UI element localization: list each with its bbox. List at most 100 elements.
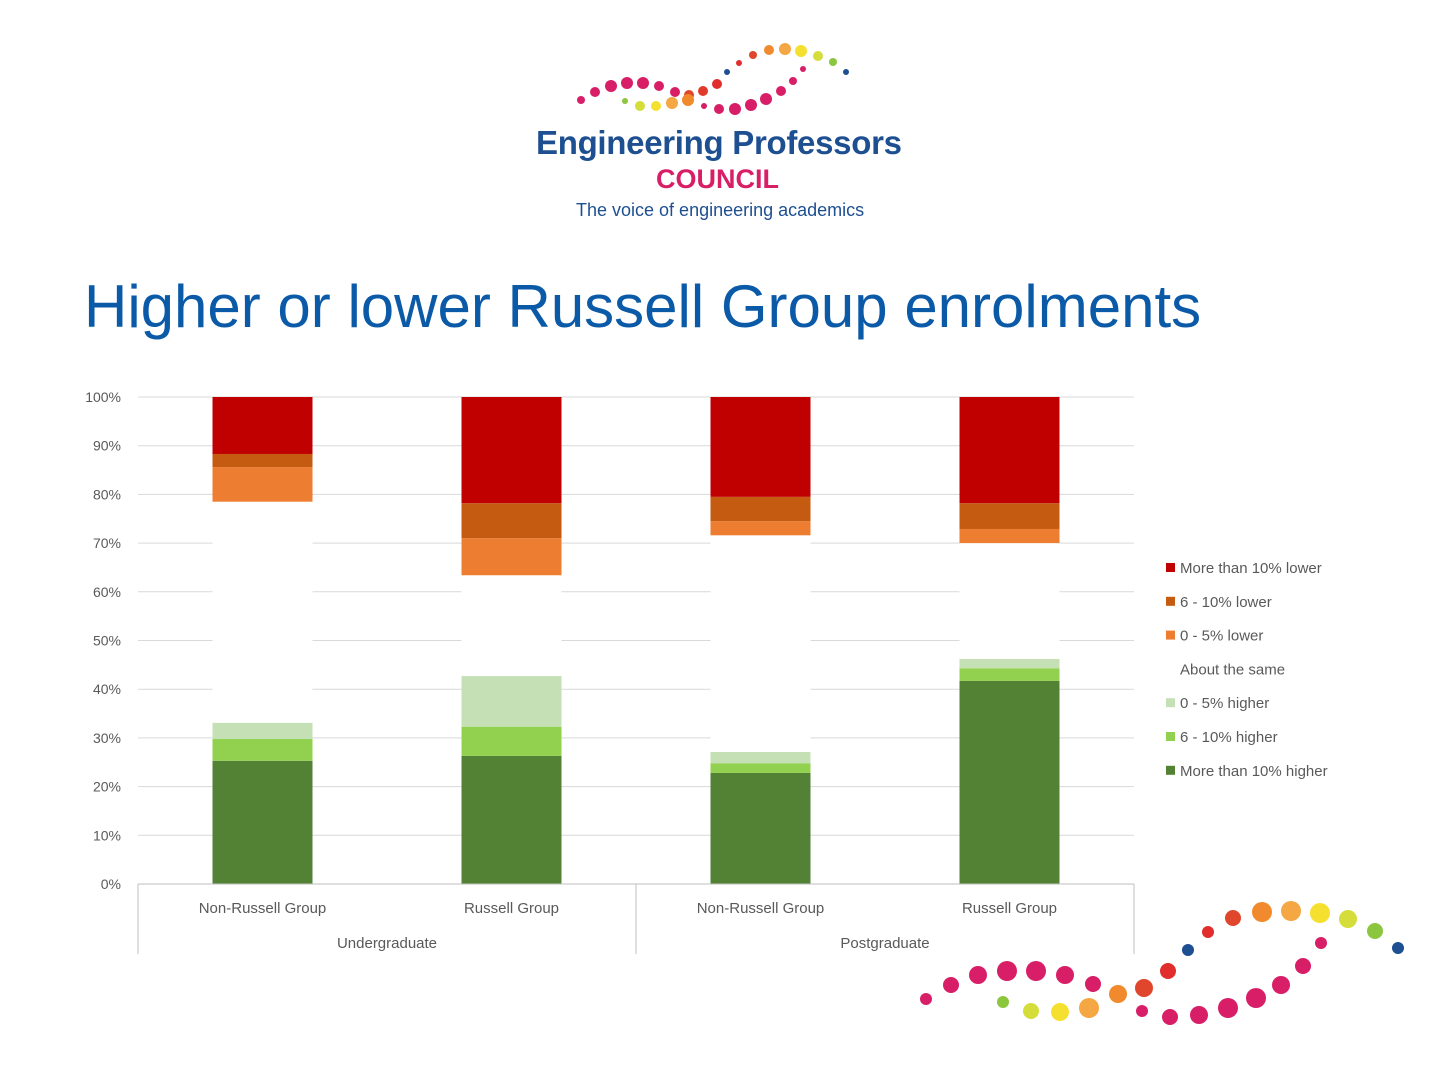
- logo-dot: [749, 51, 757, 59]
- logo-dot: [843, 69, 849, 75]
- decor-dot: [997, 996, 1009, 1008]
- bar-segment: [461, 397, 562, 504]
- bar-segment: [710, 397, 811, 497]
- bar-segment: [959, 503, 1060, 529]
- x-tick-label: Non-Russell Group: [697, 900, 825, 917]
- logo-dot: [779, 43, 791, 55]
- decor-dot: [1295, 958, 1311, 974]
- legend-swatch: [1166, 765, 1175, 775]
- logo-dot: [776, 86, 786, 96]
- legend-swatch: [1166, 596, 1175, 606]
- y-tick-label: 10%: [93, 827, 121, 843]
- y-tick-label: 0%: [101, 876, 121, 892]
- logo-dot: [789, 77, 797, 85]
- logo-dot: [736, 60, 742, 66]
- logo-dot: [745, 99, 757, 111]
- decor-dot: [1135, 979, 1153, 997]
- x-tick-label: Russell Group: [962, 900, 1057, 917]
- logo-dot: [651, 101, 661, 111]
- decor-dot: [1281, 901, 1301, 921]
- slide-title: Higher or lower Russell Group enrolments: [84, 273, 1202, 340]
- logo-dot: [605, 80, 617, 92]
- decor-dot: [1218, 998, 1238, 1018]
- logo-dot: [800, 66, 806, 72]
- legend-entry: 0 - 5% higher: [1180, 695, 1269, 712]
- logo-dot: [760, 93, 772, 105]
- bar-segment: [959, 543, 1060, 660]
- bar-segment: [710, 763, 811, 773]
- logo-dot: [682, 94, 694, 106]
- legend-swatch: [1166, 563, 1175, 572]
- decor-dot: [1246, 988, 1266, 1008]
- decor-dot: [943, 977, 959, 993]
- legend-entry: More than 10% lower: [1180, 560, 1322, 577]
- logo-dot: [654, 81, 664, 91]
- logo-dot: [698, 86, 708, 96]
- decor-dot: [1109, 985, 1127, 1003]
- logo-dots-graphic: [577, 43, 849, 115]
- bar-segment: [710, 752, 811, 764]
- decor-dot: [1182, 944, 1194, 956]
- y-tick-label: 100%: [85, 389, 121, 405]
- decor-dot: [1202, 926, 1214, 938]
- logo-dot: [764, 45, 774, 55]
- bar-segment: [461, 538, 562, 576]
- bar-segment: [461, 726, 562, 756]
- decor-dot: [1339, 910, 1357, 928]
- logo-dot: [813, 51, 823, 61]
- legend-swatch: [1166, 630, 1175, 640]
- bar-segment: [461, 503, 562, 539]
- logo-tagline: The voice of engineering academics: [576, 200, 865, 220]
- bar-segment: [212, 760, 313, 884]
- legend-swatch: [1166, 664, 1175, 674]
- logo-dot: [635, 101, 645, 111]
- bar-segment: [212, 397, 313, 454]
- epc-logo: Engineering Professors COUNCIL The voice…: [520, 36, 920, 236]
- logo-dot: [637, 77, 649, 89]
- decor-dot: [1367, 923, 1383, 939]
- bar-segment: [212, 501, 313, 723]
- bar-segment: [710, 496, 811, 522]
- bar-segment: [959, 659, 1060, 669]
- decor-dot: [1392, 942, 1404, 954]
- group-label: Postgraduate: [840, 935, 929, 952]
- logo-dot: [712, 79, 722, 89]
- x-tick-label: Non-Russell Group: [199, 900, 327, 917]
- decor-dot: [1051, 1003, 1069, 1021]
- decor-dot: [1190, 1006, 1208, 1024]
- decor-dot: [1136, 1005, 1148, 1017]
- decor-dot: [1026, 961, 1046, 981]
- decor-dot: [1056, 966, 1074, 984]
- logo-dot: [590, 87, 600, 97]
- decor-dot: [1160, 963, 1176, 979]
- bar-segment: [461, 755, 562, 884]
- bar-segment: [461, 575, 562, 677]
- y-tick-label: 60%: [93, 584, 121, 600]
- y-tick-label: 50%: [93, 633, 121, 649]
- bar-segment: [212, 738, 313, 761]
- bar-segment: [959, 397, 1060, 504]
- legend-entry: 6 - 10% lower: [1180, 594, 1272, 611]
- bar-segment: [212, 467, 313, 502]
- bar-segment: [461, 676, 562, 727]
- y-tick-label: 40%: [93, 681, 121, 697]
- logo-dot: [670, 87, 680, 97]
- decor-dot: [1085, 976, 1101, 992]
- logo-dot: [622, 98, 628, 104]
- decor-dot: [1162, 1009, 1178, 1025]
- legend-entry: More than 10% higher: [1180, 763, 1328, 780]
- logo-dot: [621, 77, 633, 89]
- decor-dot: [1079, 998, 1099, 1018]
- x-tick-label: Russell Group: [464, 900, 559, 917]
- decor-dot: [920, 993, 932, 1005]
- y-tick-label: 70%: [93, 535, 121, 551]
- bar-segment: [959, 680, 1060, 884]
- decor-dot: [1310, 903, 1330, 923]
- legend-entry: 6 - 10% higher: [1180, 729, 1278, 746]
- decor-dot: [1252, 902, 1272, 922]
- logo-dot: [829, 58, 837, 66]
- bar-segment: [710, 772, 811, 884]
- decor-dot: [1023, 1003, 1039, 1019]
- y-tick-label: 80%: [93, 486, 121, 502]
- legend-swatch: [1166, 732, 1175, 741]
